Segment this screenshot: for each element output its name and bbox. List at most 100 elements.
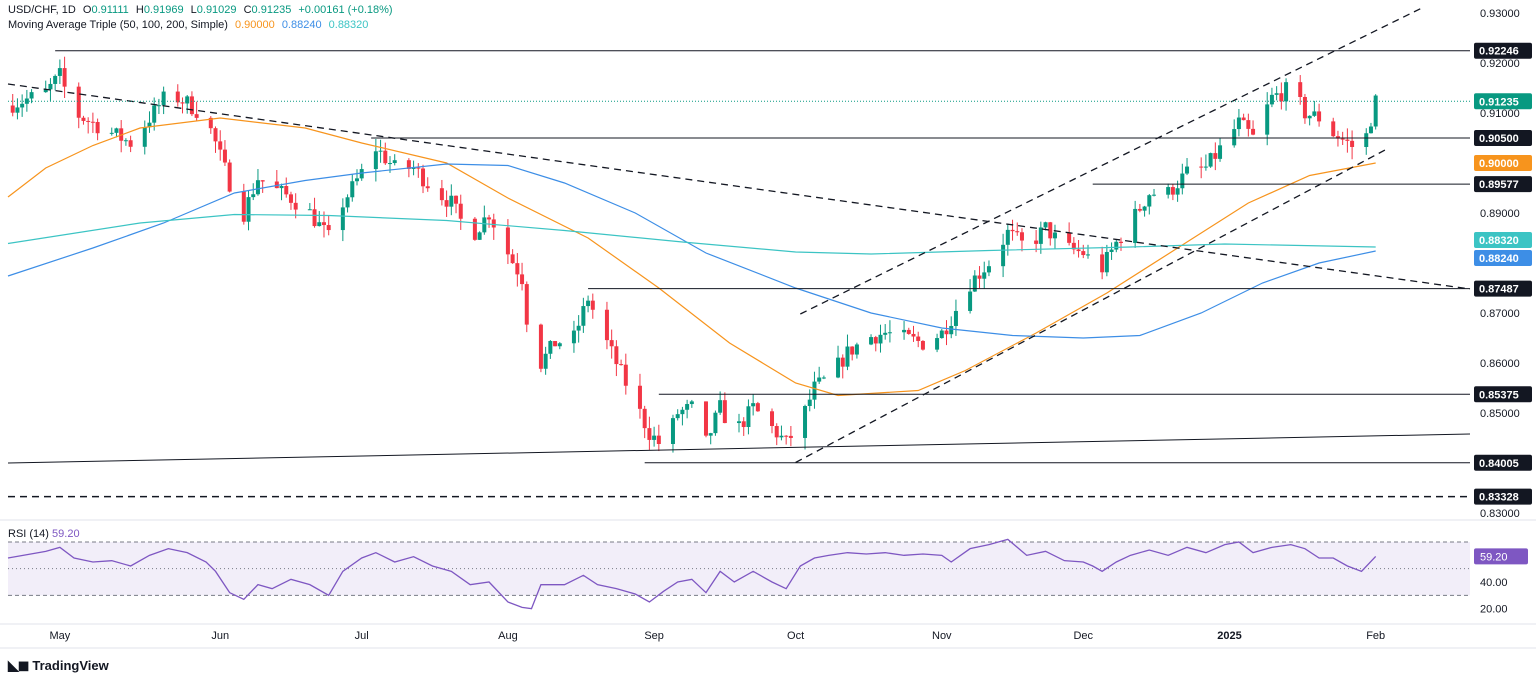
candle-body (1241, 117, 1246, 121)
change-value: +0.00161 (+0.18%) (298, 4, 393, 16)
candle-body (968, 291, 973, 311)
tradingview-logo[interactable]: ◣◼ TradingView (8, 657, 109, 674)
candle-body (1085, 254, 1090, 256)
low-value: 0.91029 (196, 4, 237, 16)
candle-body (482, 217, 487, 233)
candle-body (840, 357, 845, 367)
rsi-label[interactable]: RSI (14) (8, 528, 49, 540)
candle-body (1147, 195, 1152, 207)
x-tick-label: Sep (644, 630, 664, 642)
candle-body (251, 194, 256, 198)
candle-body (406, 160, 411, 169)
candle-body (1015, 231, 1020, 233)
candle-body (373, 151, 378, 170)
ma-indicator-label[interactable]: Moving Average Triple (50, 100, 200, Sim… (8, 19, 228, 31)
candle-body (977, 275, 982, 279)
candle-body (916, 336, 921, 341)
candle-body (416, 167, 421, 169)
candle-body (713, 412, 718, 434)
candle-body (571, 330, 576, 344)
candle-body (1175, 188, 1180, 195)
candle-body (1236, 117, 1241, 130)
y-tick-label: 0.92000 (1480, 58, 1520, 70)
candle-body (189, 96, 194, 115)
candle-body (345, 197, 350, 208)
close-label: C (243, 4, 252, 16)
ma-line-100 (7, 163, 1376, 339)
candle-body (307, 209, 312, 211)
price-tag-label: 0.85375 (1479, 389, 1519, 401)
candle-body (642, 408, 647, 429)
brand-name: TradingView (32, 658, 109, 673)
trendline (800, 6, 1424, 315)
candle-body (208, 117, 213, 129)
candle-body (1246, 120, 1251, 129)
candle-body (1071, 242, 1076, 250)
rsi-line (7, 538, 1377, 610)
y-tick-label: 0.89000 (1480, 208, 1520, 220)
x-tick-label: Feb (1366, 630, 1385, 642)
candle-body (90, 121, 95, 123)
candle-body (388, 163, 393, 165)
candle-body (873, 337, 878, 344)
candle-body (350, 181, 355, 198)
candle-body (321, 222, 326, 226)
tradingview-mark-icon: ◣◼ (8, 657, 29, 673)
candle-body (737, 421, 741, 424)
candle-body (1350, 140, 1355, 147)
candle-body (1152, 194, 1157, 196)
candle-body (836, 357, 841, 378)
price-tag-label: 0.90000 (1479, 158, 1519, 170)
candle-body (1019, 232, 1024, 241)
candle-body (152, 105, 157, 123)
candle-body (86, 120, 91, 122)
candle-body (590, 300, 595, 310)
candle-body (156, 105, 161, 107)
price-tag-label: 0.88240 (1479, 253, 1519, 265)
candle-body (10, 105, 15, 113)
candle-body (609, 340, 614, 347)
candle-body (1034, 240, 1039, 244)
candle-body (1208, 153, 1213, 167)
candle-body (454, 195, 459, 204)
candle-body (161, 91, 166, 106)
price-tag-dark (1474, 488, 1532, 505)
candle-body (359, 169, 364, 179)
candle-body (784, 435, 789, 437)
candle-body (43, 89, 48, 93)
candle-body (1048, 222, 1053, 239)
candle-body (411, 167, 416, 169)
x-tick-label: Dec (1073, 630, 1093, 642)
candle-body (515, 263, 520, 275)
candle-body (812, 381, 817, 400)
candle-body (317, 222, 322, 227)
candle-body (29, 92, 34, 99)
candle-body (1373, 95, 1378, 127)
candle-body (20, 103, 25, 108)
x-tick-label: Nov (932, 630, 952, 642)
candle-body (1133, 208, 1138, 244)
candle-body (1203, 166, 1208, 168)
price-tag-dark (1474, 454, 1532, 471)
candle-body (392, 160, 397, 164)
candle-body (288, 194, 293, 203)
rsi-tick-label: 40.00 (1480, 577, 1508, 589)
high-label: H (135, 4, 144, 16)
candle-body (953, 310, 958, 326)
candle-body (935, 338, 940, 350)
candle-body (213, 128, 218, 142)
candle-body (57, 68, 62, 76)
candle-body (675, 414, 680, 419)
y-tick-label: 0.83000 (1480, 508, 1520, 520)
candle-body (883, 332, 888, 335)
candle-body (354, 178, 359, 182)
candle-body (260, 180, 265, 182)
candle-body (491, 219, 496, 228)
symbol-label[interactable]: USD/CHF, 1D (8, 4, 76, 16)
candle-body (670, 418, 675, 444)
price-tag-label: 0.83328 (1479, 492, 1519, 504)
candle-body (887, 332, 892, 334)
ma-line-50 (7, 117, 1376, 397)
candle-body (869, 337, 874, 345)
